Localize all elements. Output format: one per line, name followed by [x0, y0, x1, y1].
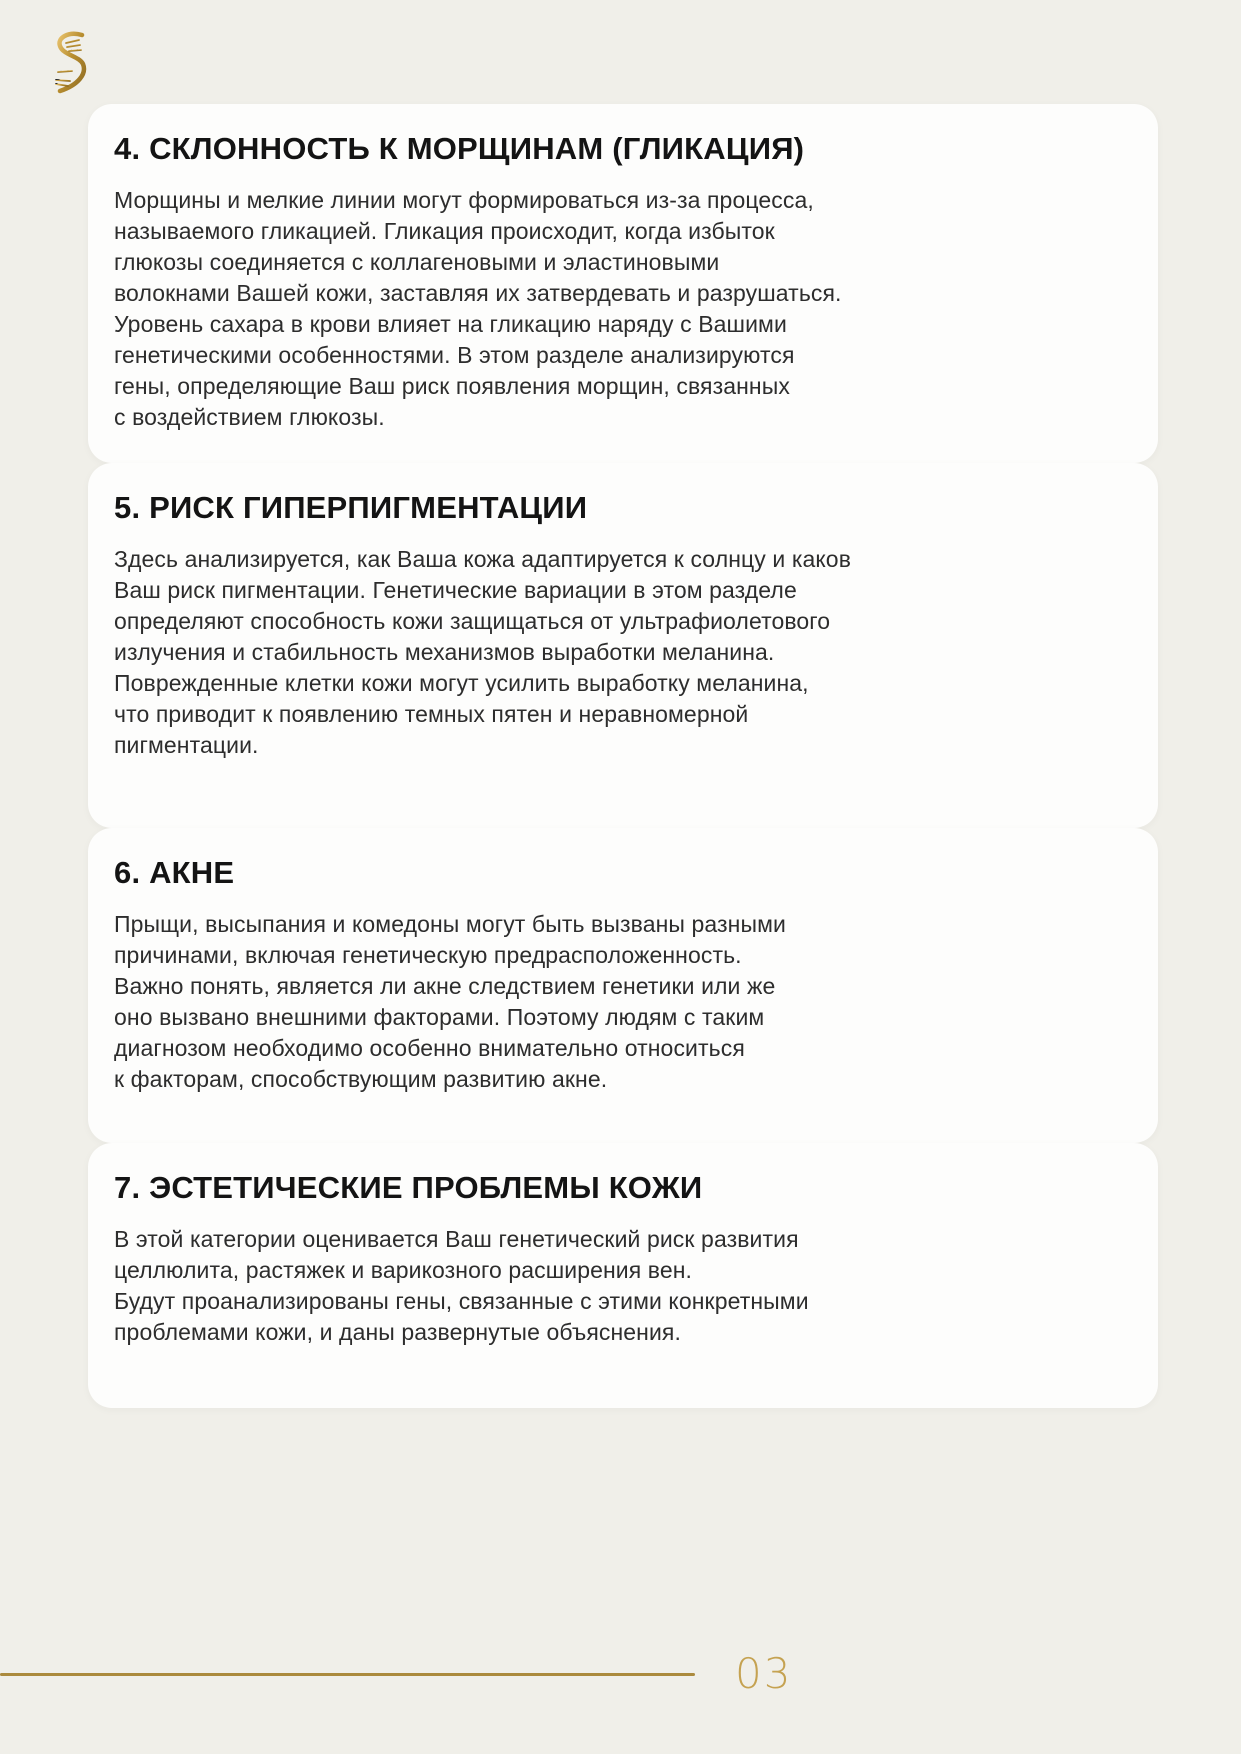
section-body: В этой категории оценивается Ваш генетич… [114, 1226, 809, 1345]
section-body: Морщины и мелкие линии могут формировать… [114, 187, 842, 430]
section-title: 5. РИСК ГИПЕРПИГМЕНТАЦИИ [114, 490, 588, 525]
sections-container: 4. СКЛОННОСТЬ К МОРЩИНАМ (ГЛИКАЦИЯ) Морщ… [88, 104, 1158, 1408]
section-title: 7. ЭСТЕТИЧЕСКИЕ ПРОБЛЕМЫ КОЖИ [114, 1170, 703, 1205]
dna-helix-icon [46, 30, 94, 96]
section-card-hyperpigmentation-risk: 5. РИСК ГИПЕРПИГМЕНТАЦИИ Здесь анализиру… [88, 463, 1158, 828]
page-number: 03 [735, 1649, 793, 1698]
section-card-acne: 6. АКНЕ Прыщи, высыпания и комедоны могу… [88, 828, 1158, 1143]
section-card-aesthetic-skin-problems: 7. ЭСТЕТИЧЕСКИЕ ПРОБЛЕМЫ КОЖИ В этой кат… [88, 1143, 1158, 1408]
section-title: 6. АКНЕ [114, 855, 235, 890]
section-body: Прыщи, высыпания и комедоны могут быть в… [114, 911, 786, 1092]
section-title: 4. СКЛОННОСТЬ К МОРЩИНАМ (ГЛИКАЦИЯ) [114, 131, 805, 166]
footer-divider-line [0, 1672, 695, 1676]
section-card-wrinkles-glycation: 4. СКЛОННОСТЬ К МОРЩИНАМ (ГЛИКАЦИЯ) Морщ… [88, 104, 1158, 463]
section-body: Здесь анализируется, как Ваша кожа адапт… [114, 546, 852, 758]
page-footer: 03 [0, 1652, 1241, 1696]
